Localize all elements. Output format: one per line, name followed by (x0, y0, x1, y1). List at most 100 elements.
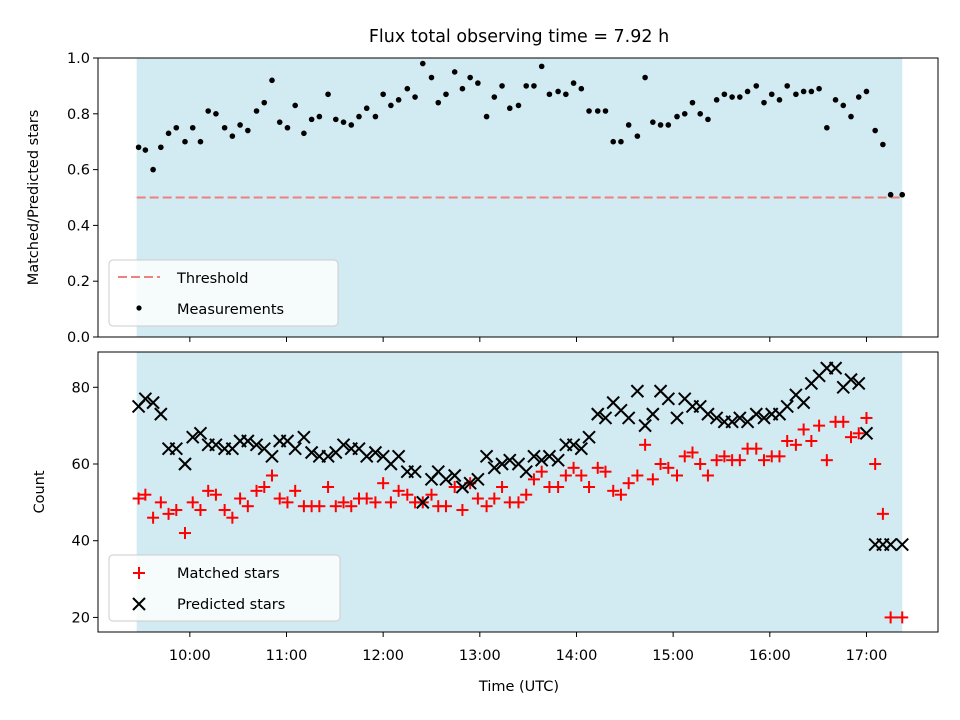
matched-star-point (789, 438, 802, 451)
matched-star-point (750, 442, 763, 455)
measurement-point (269, 77, 275, 84)
bottom-y-axis-label: Count (32, 470, 48, 513)
predicted-star-point (146, 395, 160, 410)
predicted-star-point (527, 449, 541, 464)
matched-star-point (329, 500, 342, 513)
matched-star-point (527, 473, 540, 486)
x-tick-label: 14:00 (556, 648, 598, 664)
matched-star-point (265, 469, 278, 482)
measurement-point (555, 88, 561, 95)
measurement-point (618, 138, 624, 145)
measurement-point (721, 91, 728, 98)
matched-star-point (758, 454, 771, 467)
x-tick-label: 12:00 (362, 648, 404, 664)
measurement-point (332, 116, 339, 123)
bottom-panel-counts: 20 40 60 80 10:00 11:00 12:00 13:00 14:00 15:00 1… (32, 351, 939, 695)
measurement-point (435, 99, 442, 106)
predicted-star-point (621, 411, 636, 425)
matched-star-point (218, 504, 231, 517)
matched-star-point (377, 477, 390, 490)
measurement-point (348, 122, 355, 128)
predicted-star-point (360, 449, 374, 464)
x-axis-label: Time (UTC) (478, 679, 559, 695)
matched-star-point (369, 496, 382, 509)
measurement-point (173, 124, 180, 131)
measurement-point (301, 130, 307, 137)
matched-star-point (496, 481, 509, 494)
matched-star-point (599, 465, 612, 478)
measurement-point (784, 83, 791, 89)
measurement-point (578, 85, 585, 92)
predicted-star-point (780, 399, 794, 414)
measurement-point (689, 99, 696, 106)
predicted-star-point (519, 464, 533, 479)
measurement-point (388, 102, 394, 109)
measurement-point (253, 108, 260, 114)
predicted-star-point (336, 438, 351, 452)
matched-star-point (639, 438, 652, 451)
measurement-point (816, 85, 822, 92)
measurement-point (681, 111, 688, 117)
matched-star-point (439, 500, 452, 513)
bottom-axes-frame (97, 351, 939, 633)
x-tick-label: 10:00 (169, 648, 211, 664)
matched-star-point (241, 500, 254, 513)
y-tick-label: 20 (72, 610, 90, 626)
predicted-star-point (551, 453, 565, 467)
matched-star-point (535, 465, 548, 478)
measurement-point (467, 74, 473, 81)
measurement-point (610, 138, 617, 145)
matched-star-point (813, 419, 826, 432)
measurement-point (491, 94, 498, 100)
measurement-point (245, 127, 251, 134)
measurement-point (863, 88, 870, 95)
measurement-point (395, 97, 402, 103)
matched-star-point (194, 504, 207, 517)
chart-title: Flux total observing time = 7.92 h (369, 27, 669, 47)
measurement-point (182, 138, 188, 145)
predicted-star-point (582, 430, 596, 444)
y-tick-label: 60 (72, 457, 90, 473)
matched-star-point (154, 496, 167, 509)
measurement-point (142, 147, 149, 153)
measurement-point (586, 108, 592, 114)
matched-star-point (837, 415, 850, 428)
y-tick-label: 0.8 (67, 107, 90, 123)
predicted-star-point (447, 468, 462, 483)
measurement-point (872, 127, 878, 134)
measurement-point (356, 113, 362, 120)
measurement-point (404, 85, 411, 92)
measurement-point (848, 113, 854, 120)
matched-star-point (797, 423, 810, 436)
matched-star-point (622, 477, 635, 490)
measurement-point (316, 113, 323, 120)
predicted-star-point (487, 461, 502, 475)
matched-star-point (567, 461, 580, 474)
matched-star-point (425, 488, 438, 501)
matched-star-point (480, 500, 493, 513)
matched-star-point (345, 500, 358, 513)
matched-star-point (512, 496, 525, 509)
measurement-point (761, 99, 767, 106)
matched-star-point (258, 481, 271, 494)
predicted-star-point (408, 464, 422, 479)
predicted-star-point (193, 426, 208, 441)
measurement-point (412, 94, 418, 100)
matched-star-point (384, 496, 397, 509)
x-tick-label: 13:00 (459, 648, 501, 664)
measurement-point (363, 105, 370, 112)
measurement-point (459, 85, 466, 92)
predicted-star-point (709, 411, 724, 425)
predicted-star-point (455, 480, 470, 494)
predicted-star-point (169, 441, 184, 456)
measurement-point (657, 122, 664, 128)
matched-star-point (805, 434, 818, 447)
matched-star-point (701, 469, 714, 482)
measurement-point (428, 74, 435, 81)
measurement-point (713, 97, 720, 103)
matched-star-point (686, 446, 699, 459)
top-panel-ratio: 0.0 0.2 0.4 0.6 0.8 1.0 Matched/Predicted sta… (26, 51, 939, 346)
measurement-point (221, 124, 228, 131)
matched-star-point (147, 511, 160, 524)
